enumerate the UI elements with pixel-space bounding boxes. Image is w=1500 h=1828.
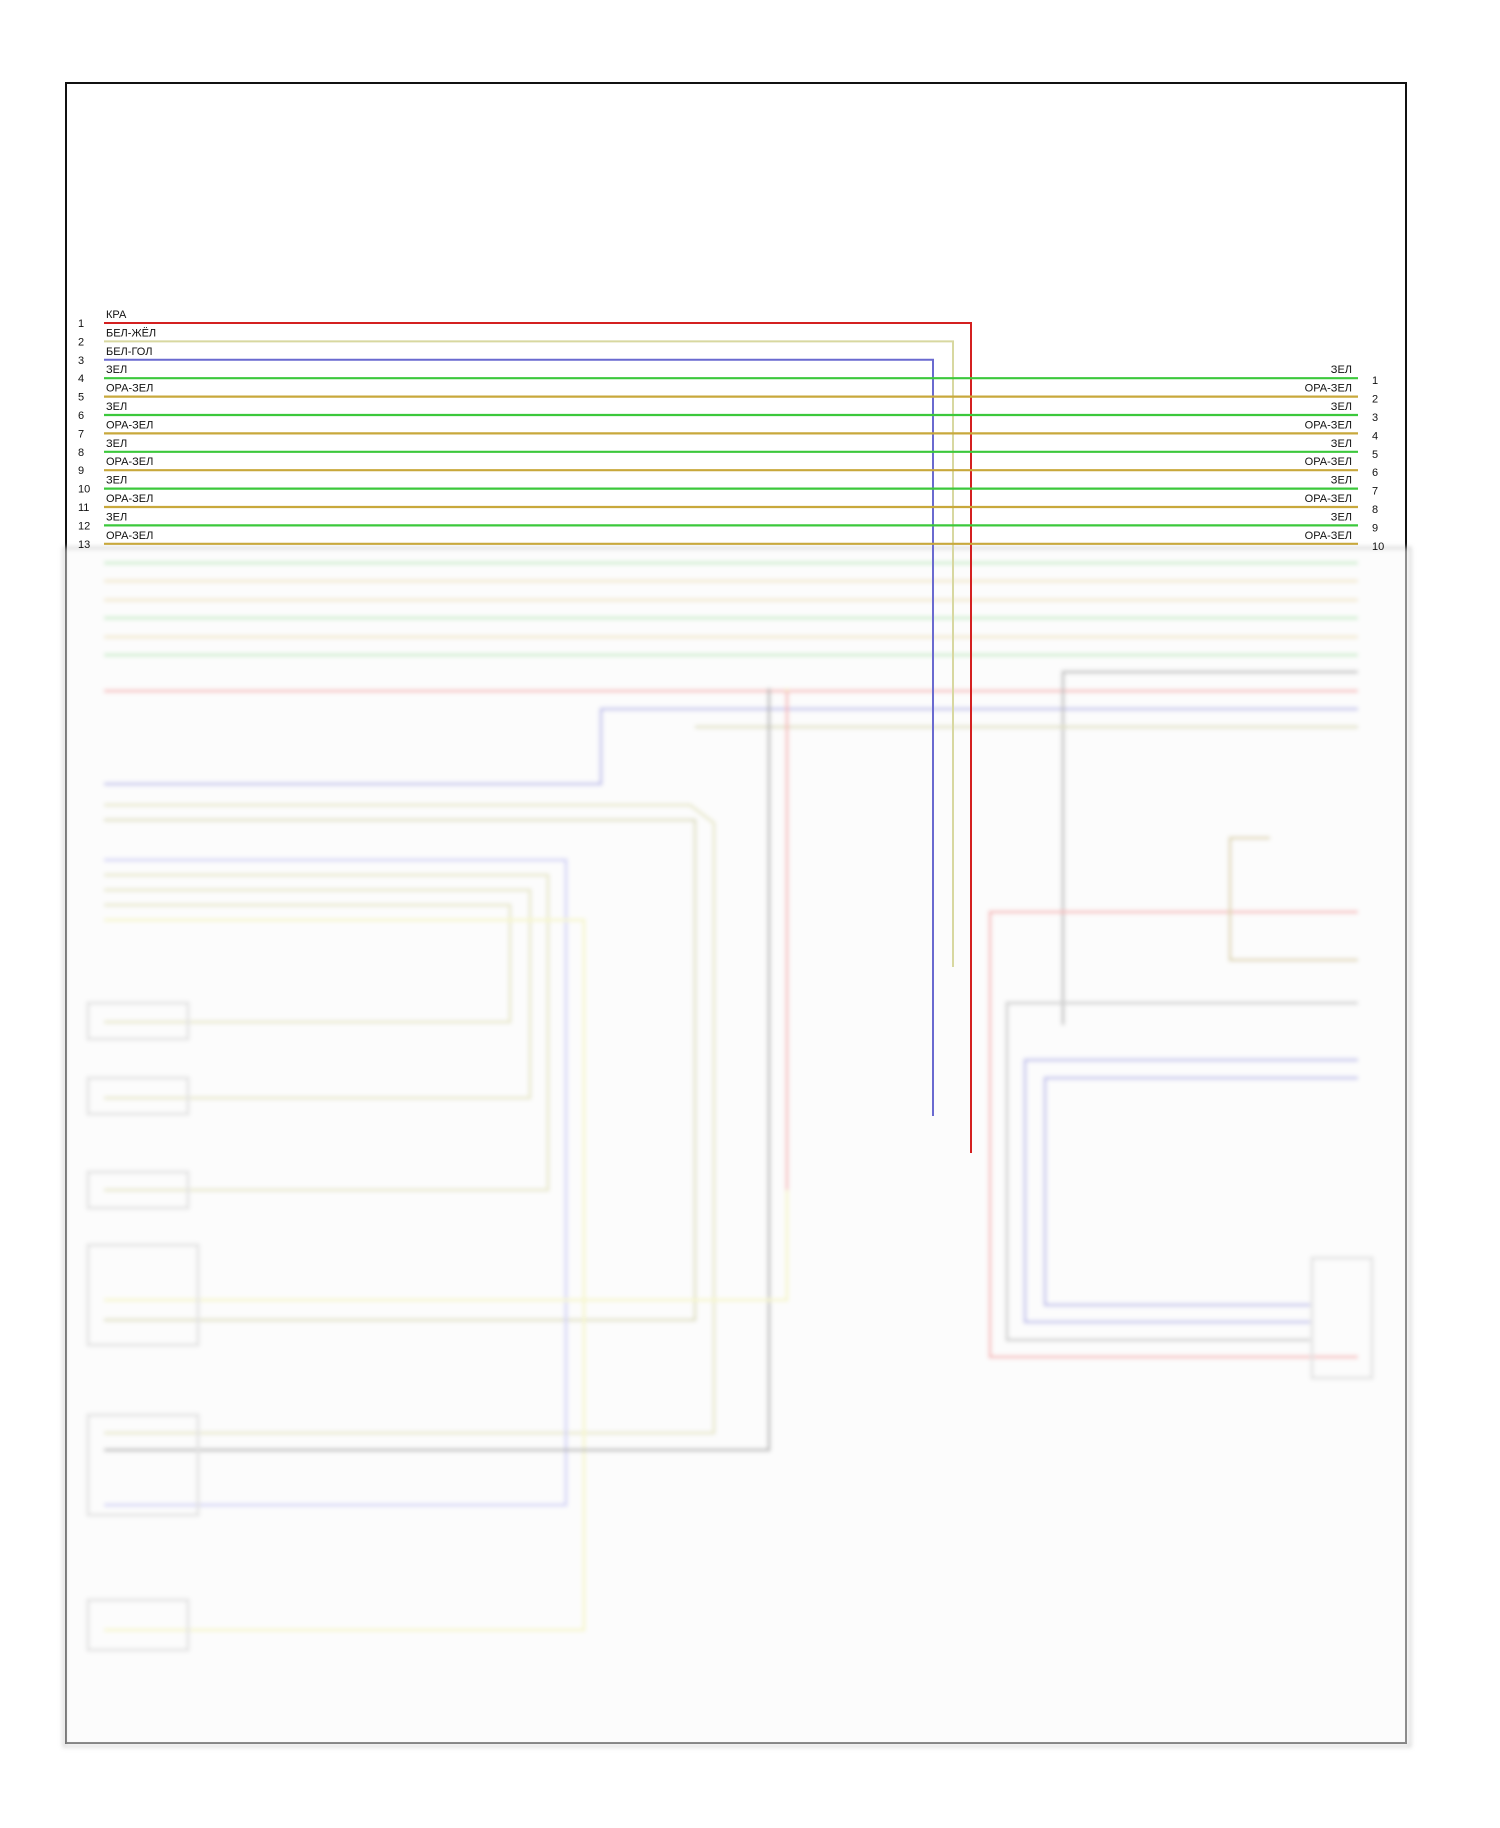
pin-number: 10 [1372, 541, 1384, 553]
pin-number: 1 [1372, 375, 1378, 387]
pin-number: 3 [1372, 412, 1378, 424]
pin-number: 4 [1372, 430, 1378, 442]
blurred-lower-section [62, 546, 1412, 1748]
wire-label: ОРА-ЗЕЛ [106, 383, 153, 395]
wire-label: ОРА-ЗЕЛ [106, 456, 153, 468]
pin-number: 6 [1372, 467, 1378, 479]
pin-number: 2 [1372, 394, 1378, 406]
pin-number: 5 [78, 392, 84, 404]
pin-number: 2 [78, 336, 84, 348]
pin-number: 13 [78, 539, 90, 551]
wire-label: ОРА-ЗЕЛ [1305, 419, 1352, 431]
pin-number: 7 [78, 428, 84, 440]
wire-label: ОРА-ЗЕЛ [1305, 493, 1352, 505]
wire-label: ЗЕЛ [1331, 401, 1352, 413]
wire-label: ЗЕЛ [1331, 511, 1352, 523]
pin-number: 8 [78, 447, 84, 459]
wire-2 [104, 340, 954, 967]
pin-number: 12 [78, 520, 90, 532]
pin-number: 1 [78, 318, 84, 330]
wire-group: КРА 1 БЕЛ-ЖЁЛ 2 БЕЛ-ГОЛ 3 ЗЕЛ 4 ОРА-ЗЕЛ 5 ЗЕЛ 6 ОРА-… [78, 309, 1384, 1153]
pin-number: 10 [78, 484, 90, 496]
wire-3 [104, 358, 934, 1116]
pin-number: 3 [78, 355, 84, 367]
wire-label: ОРА-ЗЕЛ [106, 530, 153, 542]
pin-number: 9 [1372, 522, 1378, 534]
pin-number: 5 [1372, 449, 1378, 461]
pin-number: 11 [78, 502, 89, 514]
pin-number: 9 [78, 465, 84, 477]
wire-label: КРА [106, 309, 127, 321]
wire-label: ОРА-ЗЕЛ [1305, 383, 1352, 395]
wire-label: ЗЕЛ [1331, 475, 1352, 487]
wire-label: БЕЛ-ГОЛ [106, 346, 152, 358]
wire-label: ЗЕЛ [106, 438, 127, 450]
pin-number: 4 [78, 373, 84, 385]
wire-label: ОРА-ЗЕЛ [1305, 456, 1352, 468]
wire-label: ЗЕЛ [106, 475, 127, 487]
wire-label: ОРА-ЗЕЛ [106, 419, 153, 431]
pin-number: 8 [1372, 504, 1378, 516]
wire-label: ОРА-ЗЕЛ [106, 493, 153, 505]
pin-number: 7 [1372, 486, 1378, 498]
wire-label: ОРА-ЗЕЛ [1305, 530, 1352, 542]
wire-label: ЗЕЛ [106, 401, 127, 413]
wire-label: ЗЕЛ [1331, 438, 1352, 450]
wire-label: ЗЕЛ [106, 511, 127, 523]
pin-number: 6 [78, 410, 84, 422]
wire-1 [104, 322, 972, 1153]
wire-label: ЗЕЛ [1331, 364, 1352, 376]
wire-label: БЕЛ-ЖЁЛ [106, 327, 156, 339]
wire-label: ЗЕЛ [106, 364, 127, 376]
